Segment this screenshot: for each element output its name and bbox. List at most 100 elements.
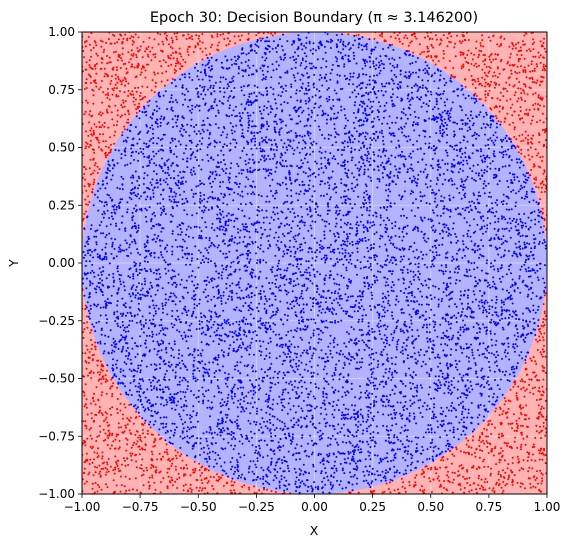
scatter-point xyxy=(92,400,95,403)
scatter-point xyxy=(159,438,161,441)
scatter-point xyxy=(109,61,112,64)
scatter-point xyxy=(83,482,86,485)
scatter-point xyxy=(475,65,478,68)
scatter-point xyxy=(492,487,495,490)
scatter-point xyxy=(168,361,170,364)
scatter-point xyxy=(174,303,177,306)
scatter-point xyxy=(198,489,200,492)
scatter-point xyxy=(487,435,489,438)
outside-points xyxy=(82,32,547,494)
scatter-point xyxy=(222,448,224,451)
scatter-point xyxy=(201,360,204,363)
scatter-point xyxy=(217,217,220,220)
scatter-point xyxy=(465,61,468,63)
scatter-point xyxy=(483,192,486,195)
scatter-point xyxy=(518,81,521,84)
scatter-point xyxy=(516,345,519,348)
scatter-point xyxy=(529,50,532,53)
scatter-point xyxy=(424,36,426,39)
scatter-point xyxy=(131,347,134,350)
scatter-point xyxy=(487,182,490,185)
scatter-point xyxy=(521,117,524,120)
scatter-point xyxy=(513,94,516,97)
scatter-point xyxy=(475,298,477,301)
scatter-point xyxy=(446,458,449,461)
scatter-point xyxy=(217,49,220,52)
scatter-point xyxy=(524,487,527,490)
scatter-point xyxy=(128,61,130,64)
scatter-point xyxy=(470,52,473,55)
scatter-point xyxy=(190,335,193,338)
scatter-point xyxy=(516,72,518,75)
scatter-point xyxy=(105,301,108,304)
scatter-point xyxy=(113,204,116,207)
scatter-point xyxy=(283,476,286,479)
scatter-point xyxy=(333,282,336,285)
scatter-point xyxy=(387,46,390,49)
scatter-point xyxy=(185,286,188,289)
scatter-point xyxy=(140,71,143,74)
scatter-point xyxy=(98,406,101,408)
scatter-point xyxy=(370,362,373,365)
scatter-point xyxy=(479,42,482,45)
scatter-point xyxy=(527,456,530,459)
scatter-point xyxy=(271,34,274,37)
scatter-point xyxy=(166,159,169,162)
scatter-point xyxy=(87,73,90,76)
scatter-point xyxy=(105,483,107,486)
scatter-point xyxy=(138,105,141,108)
scatter-point xyxy=(363,191,366,194)
scatter-point xyxy=(93,40,96,43)
scatter-point xyxy=(459,53,462,56)
scatter-point xyxy=(463,451,465,454)
scatter-point xyxy=(144,249,147,252)
scatter-point xyxy=(373,48,376,51)
scatter-point xyxy=(84,264,87,267)
scatter-point xyxy=(180,133,183,136)
scatter-point xyxy=(92,94,95,97)
scatter-point xyxy=(496,97,499,100)
scatter-point xyxy=(475,115,478,118)
scatter-point xyxy=(410,463,412,466)
scatter-point xyxy=(130,416,132,419)
scatter-point xyxy=(90,144,92,147)
scatter-point xyxy=(457,470,460,473)
scatter-point xyxy=(115,363,117,366)
scatter-point xyxy=(309,274,312,277)
scatter-point xyxy=(353,305,356,308)
scatter-point xyxy=(430,431,433,434)
scatter-point xyxy=(217,356,220,359)
scatter-point xyxy=(93,123,96,126)
scatter-point xyxy=(334,290,337,293)
scatter-point xyxy=(513,429,516,432)
scatter-point xyxy=(206,481,209,484)
scatter-point xyxy=(264,40,267,43)
scatter-point xyxy=(293,467,296,470)
scatter-point xyxy=(470,446,473,449)
scatter-point xyxy=(111,75,113,78)
scatter-point xyxy=(158,60,161,63)
scatter-point xyxy=(399,260,402,263)
scatter-point xyxy=(543,37,546,40)
scatter-point xyxy=(429,37,432,40)
scatter-point xyxy=(506,467,509,470)
scatter-point xyxy=(230,235,233,238)
scatter-point xyxy=(100,201,103,203)
scatter-point xyxy=(466,117,469,120)
scatter-point xyxy=(543,225,546,228)
scatter-point xyxy=(216,425,219,428)
scatter-point xyxy=(133,441,136,444)
scatter-point xyxy=(241,132,244,135)
scatter-point xyxy=(371,417,374,420)
scatter-point xyxy=(89,458,92,461)
scatter-point xyxy=(107,437,110,439)
scatter-point xyxy=(83,185,86,188)
scatter-point xyxy=(152,132,154,135)
scatter-point xyxy=(417,276,420,279)
scatter-point xyxy=(104,151,107,154)
scatter-point xyxy=(388,344,391,346)
scatter-point xyxy=(131,90,134,93)
scatter-point xyxy=(495,399,498,402)
scatter-point xyxy=(541,348,544,351)
scatter-point xyxy=(88,201,91,203)
